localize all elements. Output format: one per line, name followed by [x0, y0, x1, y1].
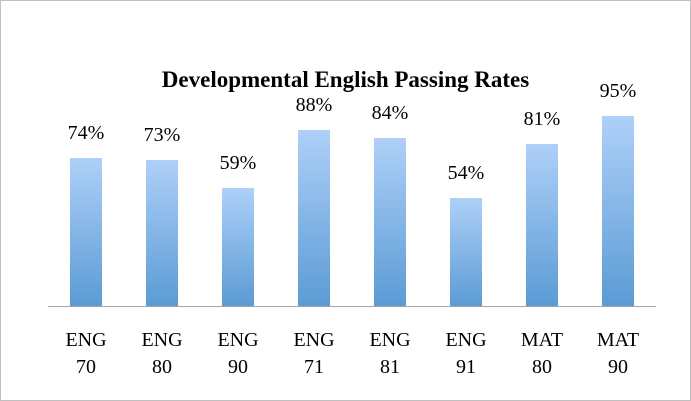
x-tick-label: ENG 70	[65, 329, 107, 378]
x-tick-label: ENG 81	[369, 329, 411, 378]
bar	[70, 158, 102, 306]
x-axis-line	[48, 306, 656, 307]
data-label: 88%	[295, 94, 333, 116]
bar	[526, 144, 558, 306]
bar	[222, 188, 254, 306]
bar	[146, 160, 178, 306]
x-tick-label: ENG 71	[293, 329, 335, 378]
x-tick-label: ENG 90	[217, 329, 259, 378]
x-tick-label: MAT 90	[596, 329, 640, 378]
data-label: 73%	[143, 124, 181, 146]
data-label: 95%	[599, 80, 637, 102]
x-tick-label: ENG 91	[445, 329, 487, 378]
data-label: 74%	[67, 122, 105, 144]
bar	[450, 198, 482, 306]
x-tick-label: MAT 80	[520, 329, 564, 378]
data-label: 59%	[219, 152, 257, 174]
bar	[602, 116, 634, 306]
chart-title: Developmental English Passing Rates	[161, 67, 530, 92]
bar	[298, 130, 330, 306]
x-tick-label: ENG 80	[141, 329, 183, 378]
bar	[374, 138, 406, 306]
data-label: 84%	[371, 102, 409, 124]
data-label: 54%	[447, 162, 485, 184]
data-label: 81%	[523, 108, 561, 130]
